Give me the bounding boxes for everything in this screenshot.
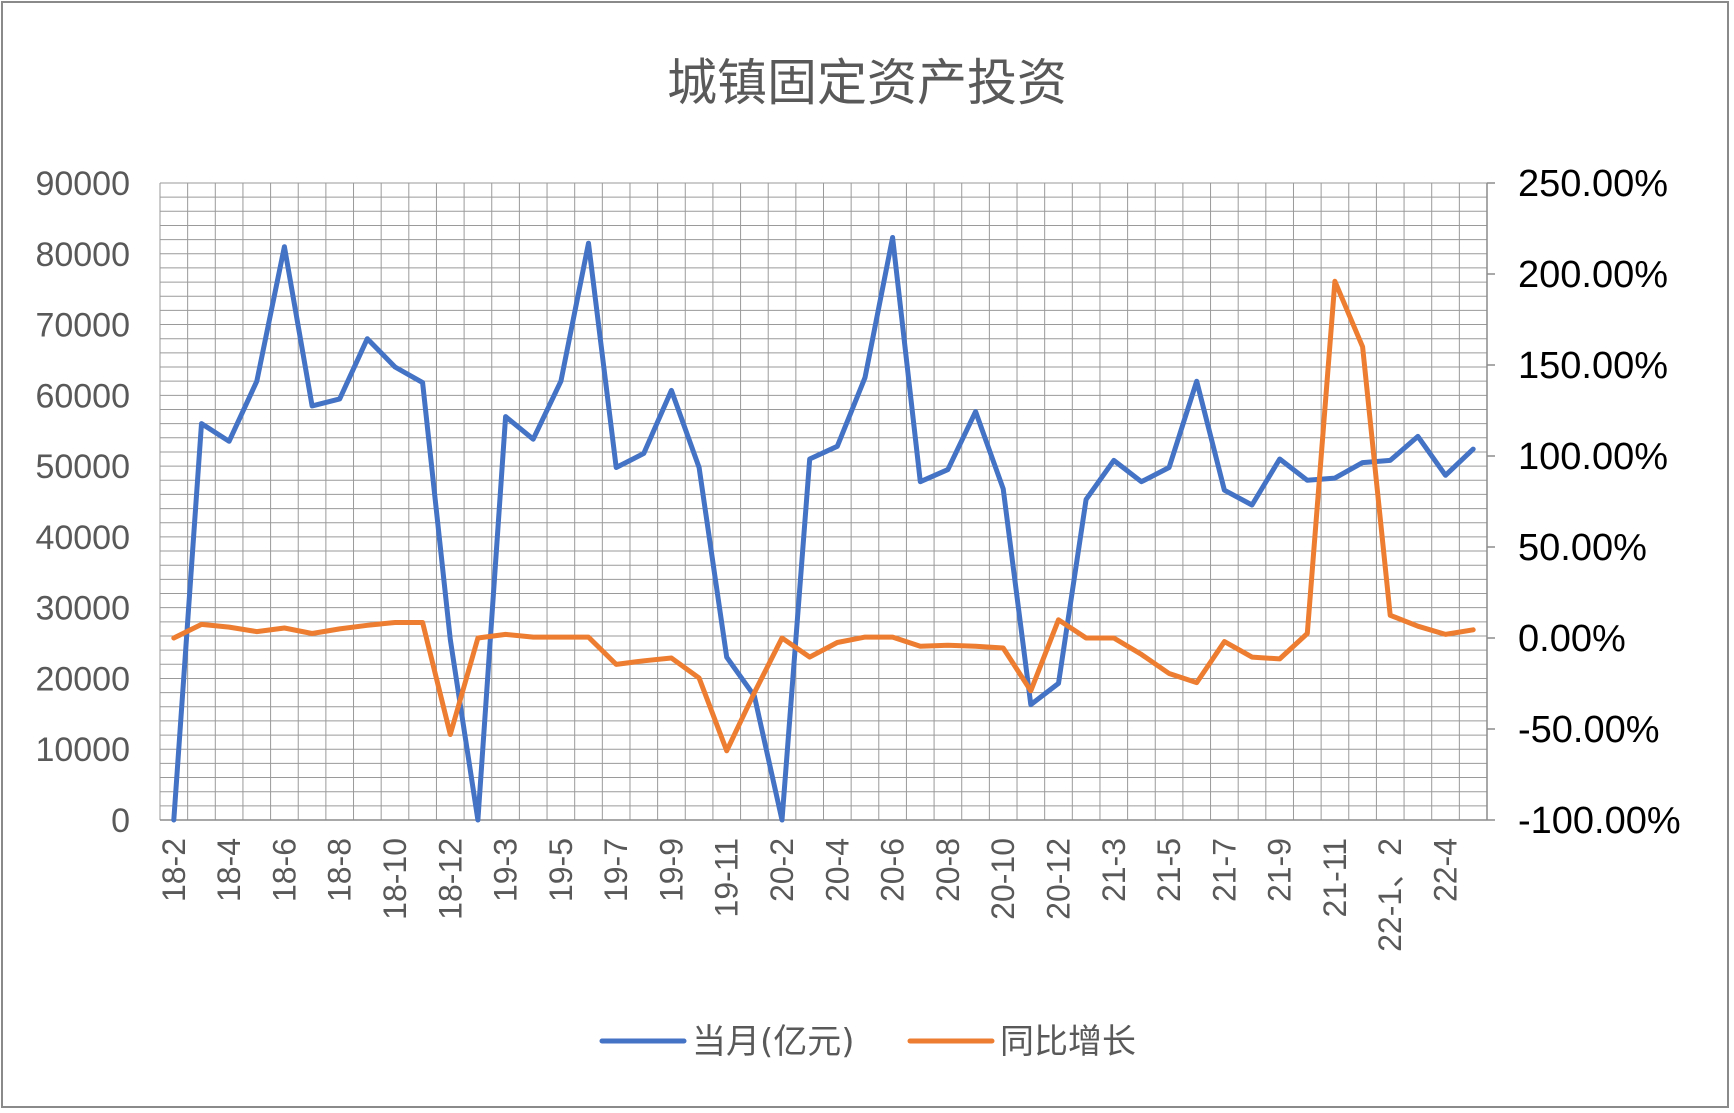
x-tick-label: 19-3 — [488, 838, 524, 902]
gridlines — [159, 182, 1488, 821]
x-tick-label: 19-7 — [598, 838, 634, 902]
legend: 当月(亿元) 同比增长 — [599, 1022, 1136, 1062]
left-tick-label: 10000 — [35, 731, 130, 769]
left-tick-label: 90000 — [35, 165, 130, 203]
x-tick-label: 20-6 — [875, 838, 911, 902]
x-tick-label: 19-5 — [543, 838, 579, 902]
left-tick-label: 40000 — [35, 519, 130, 557]
x-tick-label: 18-8 — [322, 838, 358, 902]
x-tick-label: 20-2 — [764, 838, 800, 902]
right-tick-label: 200.00% — [1518, 254, 1668, 296]
x-tick-label: 20-12 — [1040, 838, 1076, 920]
x-tick-label: 21-9 — [1262, 838, 1298, 902]
left-tick-label: 30000 — [35, 590, 130, 628]
x-tick-label: 20-8 — [930, 838, 966, 902]
axes — [160, 183, 1488, 821]
x-tick-label: 19-11 — [709, 838, 745, 917]
x-tick-label: 22-1、2 — [1372, 838, 1408, 952]
left-tick-label: 70000 — [35, 307, 130, 345]
left-tick-label: 80000 — [35, 236, 130, 274]
legend-label-monthly: 当月(亿元) — [692, 1022, 855, 1062]
series-lines — [171, 235, 1476, 823]
left-tick-label: 20000 — [35, 660, 130, 698]
x-tick-label: 18-6 — [266, 838, 302, 902]
right-tick-label: 0.00% — [1518, 618, 1626, 660]
x-tick-label: 18-10 — [377, 838, 413, 920]
x-tick-label: 19-9 — [653, 838, 689, 902]
x-tick-label: 18-2 — [156, 838, 192, 902]
x-tick-label: 22-4 — [1428, 838, 1464, 902]
x-tick-label: 21-7 — [1206, 838, 1242, 902]
legend-label-yoy: 同比增长 — [1000, 1022, 1136, 1062]
left-tick-label: 0 — [111, 802, 130, 840]
right-tick-label: 250.00% — [1518, 163, 1668, 205]
series-line-monthly — [171, 235, 1476, 823]
x-axis-ticks: 18-2 18-4 18-6 18-8 18-10 18-12 19-3 19-5 19-7 19… — [156, 838, 1464, 952]
right-tick-label: -50.00% — [1518, 709, 1660, 751]
chart-title: 城镇固定资产投资 — [667, 54, 1067, 112]
series-line-yoy — [171, 278, 1476, 754]
x-tick-label: 20-4 — [819, 838, 855, 902]
x-tick-label: 18-4 — [211, 838, 247, 902]
x-tick-label: 20-10 — [985, 838, 1021, 920]
right-tick-label: 150.00% — [1518, 345, 1668, 387]
x-tick-label: 21-11 — [1317, 838, 1353, 917]
x-tick-label: 21-5 — [1151, 838, 1187, 902]
right-tick-label: 50.00% — [1518, 527, 1647, 569]
left-tick-label: 60000 — [35, 377, 130, 415]
right-axis-ticks: -100.00% -50.00% 0.00% 50.00% 100.00% 150.00%… — [1487, 163, 1681, 842]
right-tick-label: -100.00% — [1518, 800, 1681, 842]
left-axis-ticks: 0 10000 20000 30000 40000 50000 60000 70000 8000… — [35, 165, 130, 840]
left-tick-label: 50000 — [35, 448, 130, 486]
right-tick-label: 100.00% — [1518, 436, 1668, 478]
x-tick-label: 18-12 — [432, 838, 468, 920]
x-tick-label: 21-3 — [1096, 838, 1132, 902]
